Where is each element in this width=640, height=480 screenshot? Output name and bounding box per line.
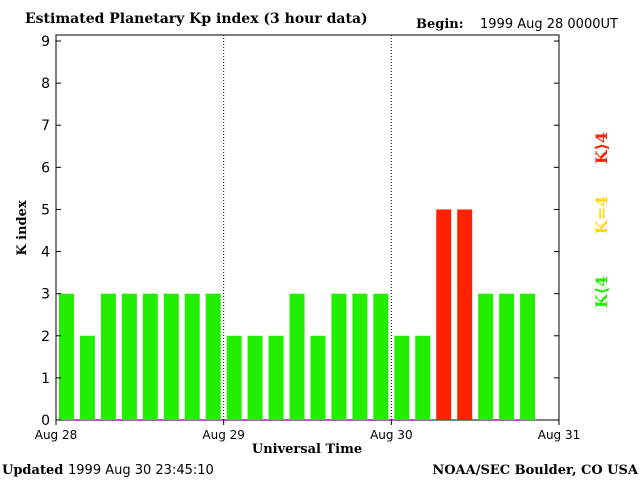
legend-k-greater-4: K⟩4	[592, 132, 611, 164]
kp-bar-4	[142, 293, 158, 420]
kp-bar-9	[247, 335, 263, 420]
kp-bar-0	[58, 293, 74, 420]
x-axis-label: Universal Time	[252, 442, 362, 457]
day-separators	[223, 35, 392, 420]
kp-bar-1	[79, 335, 95, 420]
updated-label: Updated	[2, 463, 63, 478]
y-tick-label-6: 6	[41, 160, 50, 176]
legend-k-less-4: K⟨4	[592, 276, 611, 308]
y-tick-label-7: 7	[41, 118, 50, 134]
kp-bar-5	[163, 293, 179, 420]
x-axis: Aug 28 Aug 29 Aug 30 Aug 31	[35, 420, 581, 442]
kp-bar-13	[331, 293, 347, 420]
kp-bar-6	[184, 293, 200, 420]
x-tick-label-aug-29: Aug 29	[202, 428, 245, 442]
kp-bar-21	[499, 293, 515, 420]
kp-bar-8	[226, 335, 242, 420]
y-tick-label-9: 9	[41, 34, 50, 50]
kp-bar-20	[478, 293, 494, 420]
kp-bar-15	[373, 293, 389, 420]
updated-value: 1999 Aug 30 23:45:10	[68, 463, 214, 478]
source-credit: NOAA/SEC Boulder, CO USA	[432, 463, 639, 478]
plot-frame	[55, 34, 560, 421]
x-tick-label-aug-30: Aug 30	[370, 428, 413, 442]
y-tick-label-2: 2	[41, 329, 50, 345]
kp-bar-14	[352, 293, 368, 420]
kp-bar-18	[436, 209, 452, 420]
kp-bar-7	[205, 293, 221, 420]
y-axis-label: K index	[15, 200, 30, 256]
x-tick-label-aug-28: Aug 28	[35, 428, 78, 442]
y-tick-label-5: 5	[41, 202, 50, 218]
kp-bar-17	[415, 335, 431, 420]
kp-bar-3	[121, 293, 137, 420]
kp-bar-2	[100, 293, 116, 420]
y-tick-label-0: 0	[41, 413, 50, 429]
kp-bar-16	[394, 335, 410, 420]
chart-title: Estimated Planetary Kp index (3 hour dat…	[25, 11, 368, 27]
begin-value: 1999 Aug 28 0000UT	[480, 17, 618, 32]
begin-label: Begin:	[416, 17, 464, 32]
y-tick-label-8: 8	[41, 76, 50, 92]
kp-bar-10	[268, 335, 284, 420]
y-tick-label-1: 1	[41, 371, 50, 387]
kp-bar-22	[520, 293, 536, 420]
y-axis: 0 1 2 3 4 5 6 7 8 9	[41, 34, 559, 429]
kp-bar-19	[457, 209, 473, 420]
legend-k-equal-4: K=4	[592, 196, 611, 234]
kp-bar-11	[289, 293, 305, 420]
x-tick-label-aug-31: Aug 31	[538, 428, 581, 442]
bars	[58, 209, 536, 420]
y-tick-label-4: 4	[41, 245, 50, 261]
y-tick-label-3: 3	[41, 287, 50, 303]
kp-bar-12	[310, 335, 326, 420]
